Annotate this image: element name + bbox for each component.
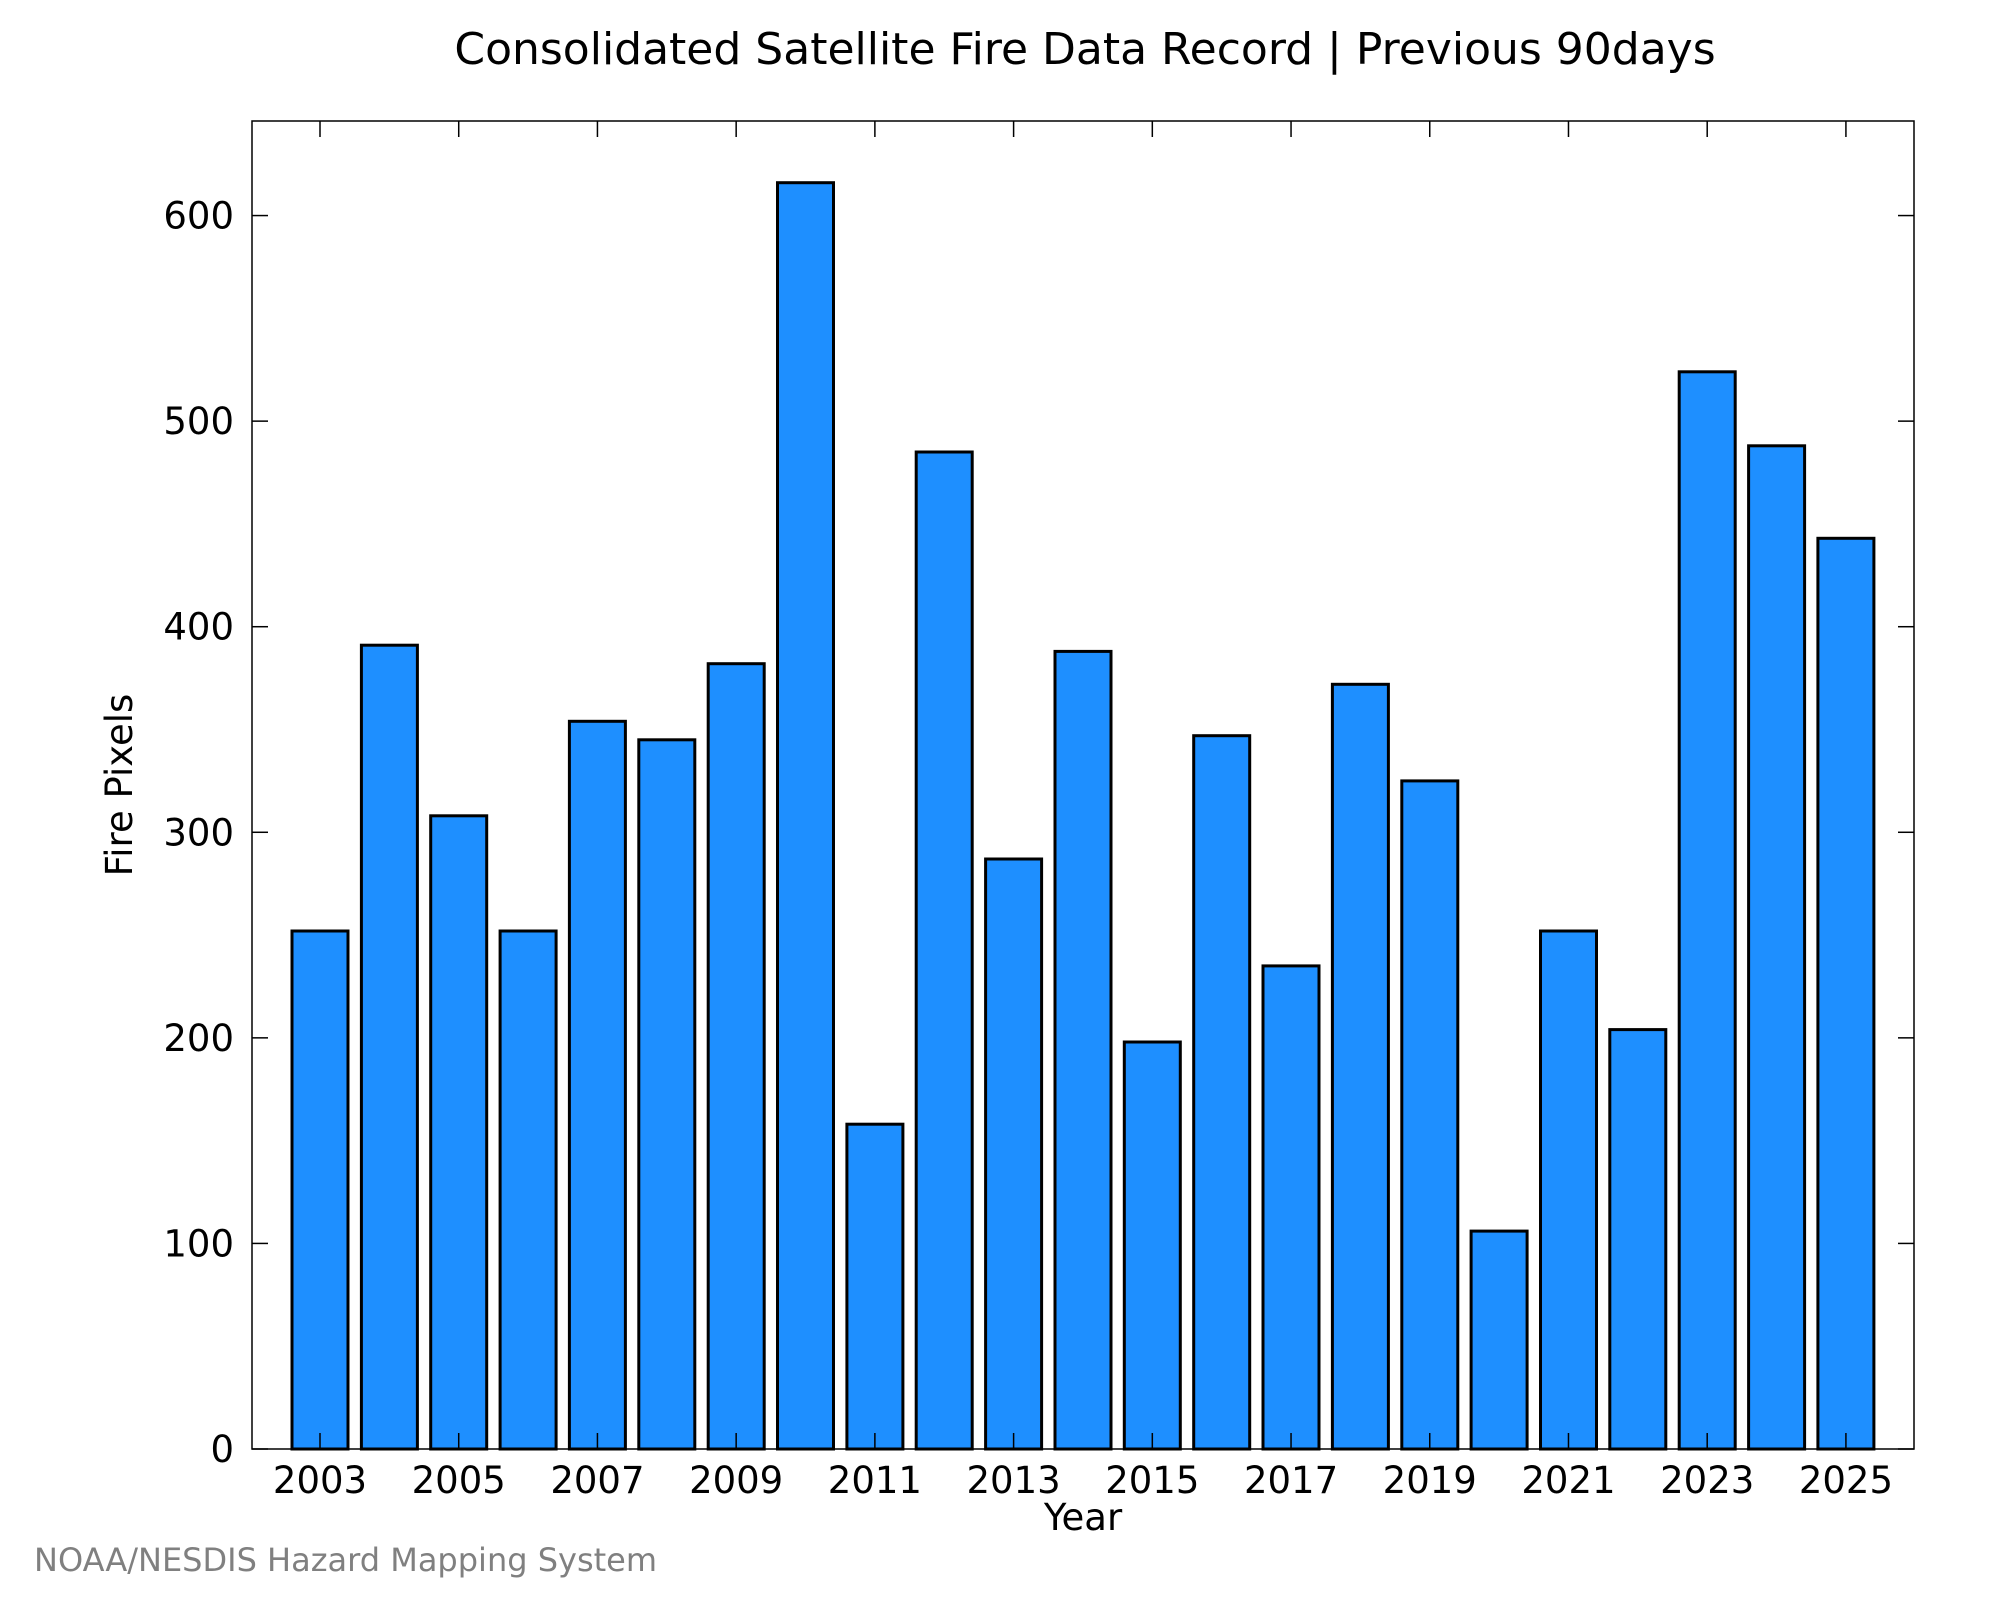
x-tick-label-2015: 2015 [1105, 1459, 1199, 1502]
x-tick-label-2019: 2019 [1383, 1459, 1477, 1502]
bar-2023 [1677, 370, 1737, 1451]
x-tick-label-2005: 2005 [412, 1459, 506, 1502]
y-tick-label-400: 400 [163, 606, 234, 649]
bar-2014 [1053, 649, 1113, 1451]
x-tick-label-2007: 2007 [550, 1459, 644, 1502]
y-tick-label-300: 300 [163, 811, 234, 854]
bar-2022 [1608, 1028, 1668, 1451]
bar-2007 [567, 719, 627, 1451]
bar-2020 [1469, 1229, 1529, 1451]
x-tick-label-2003: 2003 [273, 1459, 367, 1502]
y-tick-label-200: 200 [163, 1017, 234, 1060]
bar-2011 [845, 1122, 905, 1451]
x-axis-label: Year [1043, 1496, 1123, 1539]
bar-2013 [984, 857, 1044, 1451]
bar-2016 [1192, 734, 1252, 1451]
bar-2025 [1816, 536, 1876, 1451]
bar-2004 [359, 643, 419, 1451]
chart-title: Consolidated Satellite Fire Data Record … [454, 24, 1715, 75]
x-tick-label-2011: 2011 [828, 1459, 922, 1502]
bar-2017 [1261, 964, 1321, 1451]
x-tick-label-2025: 2025 [1799, 1459, 1893, 1502]
x-tick-label-2009: 2009 [689, 1459, 783, 1502]
bar-2009 [706, 662, 766, 1451]
x-tick-label-2023: 2023 [1660, 1459, 1754, 1502]
y-tick-label-600: 600 [163, 195, 234, 238]
bar-2012 [914, 450, 974, 1451]
bar-2021 [1539, 929, 1598, 1451]
bar-2003 [290, 929, 350, 1451]
y-axis: 0 100 200 300 400 500 600 [163, 195, 1914, 1471]
y-tick-label-500: 500 [163, 400, 234, 443]
bar-2006 [498, 929, 558, 1451]
y-axis-label: Fire Pixels [98, 694, 141, 877]
bar-2015 [1122, 1040, 1182, 1451]
x-axis: 2003 2005 2007 2009 2011 2013 2015 2017 2019 2021… [273, 121, 1893, 1502]
bar-2008 [637, 738, 697, 1451]
x-tick-label-2013: 2013 [967, 1459, 1061, 1502]
bar-2024 [1747, 444, 1807, 1451]
y-tick-label-0: 0 [210, 1428, 234, 1471]
x-tick-label-2017: 2017 [1244, 1459, 1338, 1502]
bar-2018 [1330, 682, 1390, 1451]
bar-2005 [429, 814, 489, 1451]
bar-2010 [776, 181, 835, 1451]
x-tick-label-2021: 2021 [1521, 1459, 1615, 1502]
y-tick-label-100: 100 [163, 1222, 234, 1265]
plot-frame [251, 120, 1915, 1450]
bar-2019 [1400, 779, 1460, 1451]
credit-text: NOAA/NESDIS Hazard Mapping System [34, 1541, 658, 1579]
bars-group [290, 181, 1876, 1451]
